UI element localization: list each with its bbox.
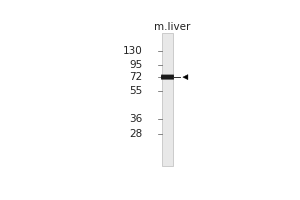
- Text: 55: 55: [129, 86, 142, 96]
- Text: 72: 72: [129, 72, 142, 82]
- Bar: [163, 33, 173, 166]
- Bar: [163, 75, 173, 79]
- Text: 36: 36: [129, 114, 142, 124]
- Text: 95: 95: [129, 60, 142, 70]
- Text: 130: 130: [122, 46, 142, 56]
- Polygon shape: [183, 75, 188, 80]
- Text: m.liver: m.liver: [154, 22, 190, 32]
- Text: 28: 28: [129, 129, 142, 139]
